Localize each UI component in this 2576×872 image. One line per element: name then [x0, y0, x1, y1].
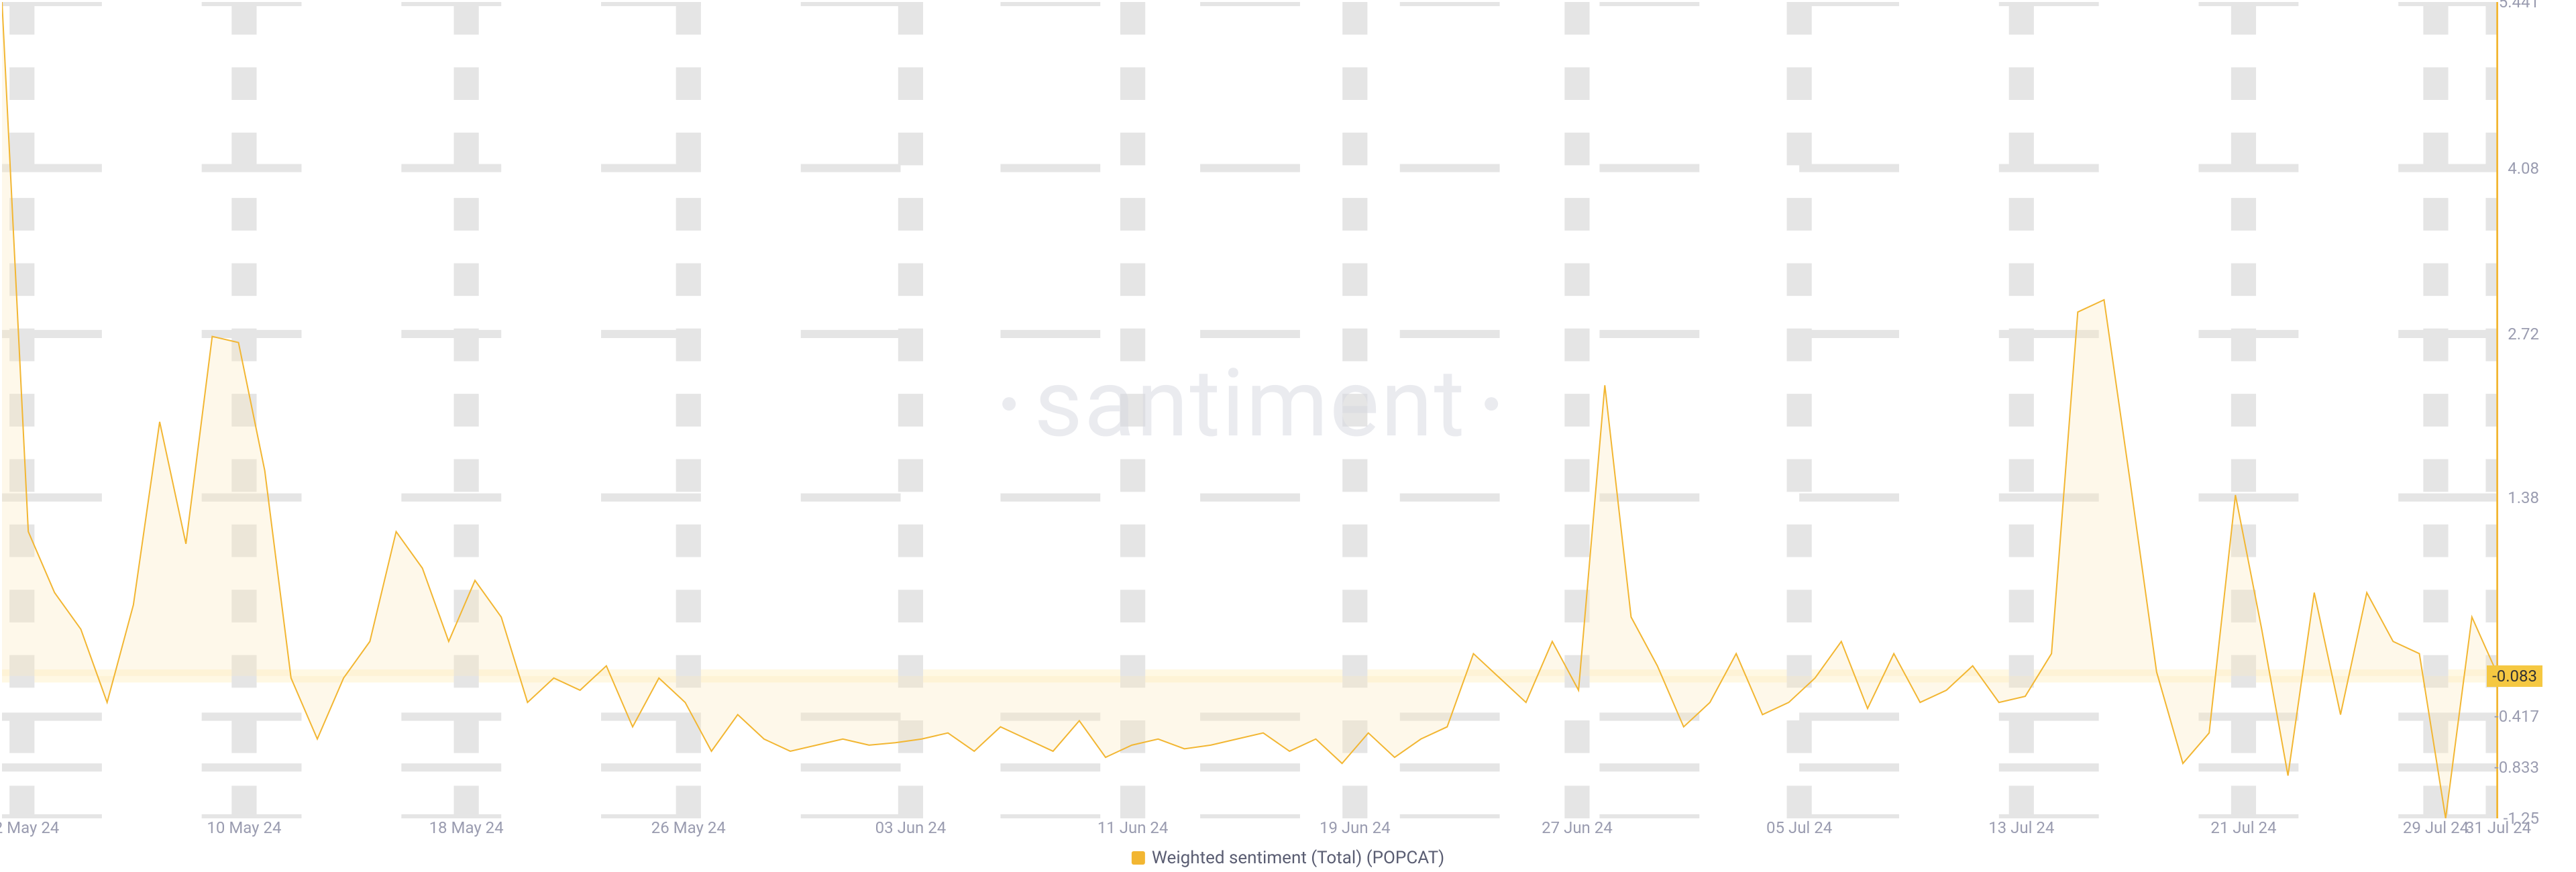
chart-legend: Weighted sentiment (Total) (POPCAT) [1132, 848, 1444, 868]
x-tick-label: 11 Jun 24 [1097, 818, 1169, 837]
line-series [2, 2, 2498, 818]
x-tick-label: 10 May 24 [207, 818, 281, 837]
x-tick-label: 27 Jun 24 [1542, 818, 1613, 837]
x-tick-label: 05 Jul 24 [1766, 818, 1832, 837]
x-tick-label: 31 Jul 24 [2465, 818, 2531, 837]
x-tick-label: 21 Jul 24 [2210, 818, 2276, 837]
x-tick-label: 29 Jul 24 [2403, 818, 2469, 837]
y-tick-label: 2.72 [2502, 325, 2539, 343]
y-axis: 5.4414.082.721.38-0.417-0.833-1.25-0.083 [2500, 2, 2539, 818]
x-tick-label: 13 Jul 24 [1988, 818, 2054, 837]
current-value-label: -0.083 [2487, 665, 2542, 687]
legend-label: Weighted sentiment (Total) (POPCAT) [1152, 848, 1444, 868]
y-tick-label: -0.417 [2489, 707, 2539, 726]
x-tick-label: 26 May 24 [651, 818, 726, 837]
y-tick-label: 4.08 [2502, 159, 2539, 178]
x-tick-label: 19 Jun 24 [1320, 818, 1391, 837]
plot-area[interactable]: santiment [2, 2, 2498, 818]
y-tick-label: -0.833 [2489, 758, 2539, 777]
x-tick-label: 02 May 24 [0, 818, 59, 837]
sentiment-chart: santiment 5.441 4.08 2.72 1.38 -0.417 -0.833 -… [0, 0, 2576, 872]
y-tick-label: 5.441 [2493, 0, 2539, 11]
y-tick-label: 1.38 [2502, 488, 2539, 507]
x-axis: 02 May 24 10 May 24 18 May 24 26 May 24 03 J… [2, 818, 2498, 837]
x-tick-label: 03 Jun 24 [875, 818, 947, 837]
legend-swatch [1132, 851, 1145, 865]
x-tick-label: 18 May 24 [429, 818, 504, 837]
